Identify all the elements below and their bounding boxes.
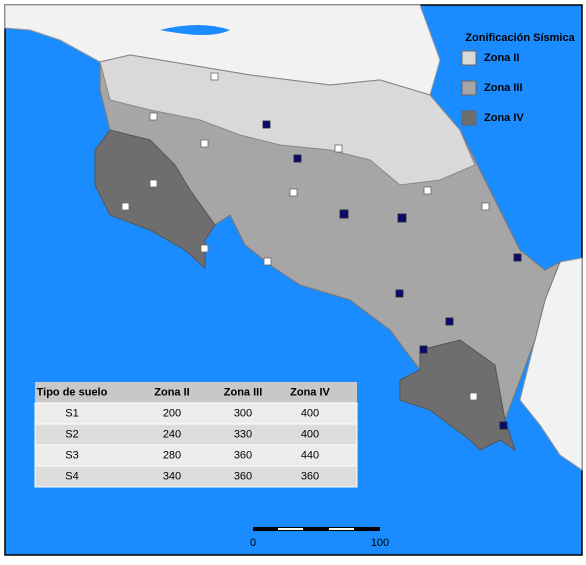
station xyxy=(419,345,428,354)
scale-segment xyxy=(278,528,303,530)
legend-title: Zonificación Sísmica xyxy=(465,32,575,44)
station xyxy=(289,188,298,197)
station xyxy=(263,257,272,266)
zona-iv-nicoya xyxy=(94,129,216,270)
scale-segment xyxy=(253,527,380,531)
table-cell: 400 xyxy=(301,407,319,419)
station xyxy=(293,154,302,163)
zona-ii-region xyxy=(99,54,476,186)
station xyxy=(200,139,209,148)
table-row-bg xyxy=(34,465,358,488)
table-header: Zona III xyxy=(224,386,263,398)
table-cell: 340 xyxy=(163,470,181,482)
station xyxy=(149,179,158,188)
table-cell: 330 xyxy=(234,428,252,440)
station xyxy=(210,72,219,81)
table-cell: S4 xyxy=(65,470,78,482)
legend-swatch xyxy=(461,110,477,126)
station xyxy=(469,392,478,401)
table-cell: S1 xyxy=(65,407,78,419)
station xyxy=(395,289,404,298)
legend: Zona II Zona III Zona IV xyxy=(461,50,524,126)
station xyxy=(513,253,522,262)
table-cell: S3 xyxy=(65,449,78,461)
scale-label: 0 xyxy=(250,537,256,549)
legend-swatch xyxy=(461,80,477,96)
station xyxy=(262,120,271,129)
table-cell: 240 xyxy=(163,428,181,440)
lake xyxy=(160,25,230,35)
legend-swatch xyxy=(461,50,477,66)
station xyxy=(149,112,158,121)
table-header: Zona IV xyxy=(290,386,330,398)
legend-label: Zona II xyxy=(484,52,519,64)
table-cell: 360 xyxy=(234,470,252,482)
scale-bar xyxy=(253,527,380,531)
table-header: Tipo de suelo xyxy=(37,386,108,398)
stations xyxy=(121,72,522,430)
table-header-bg xyxy=(35,382,357,403)
scale-segment xyxy=(329,528,354,530)
table-cell: 360 xyxy=(234,449,252,461)
station xyxy=(334,144,343,153)
station xyxy=(121,202,130,211)
station xyxy=(423,186,432,195)
station xyxy=(200,244,209,253)
table-header: Zona II xyxy=(154,386,189,398)
station xyxy=(481,202,490,211)
zona-iv-south xyxy=(399,339,516,452)
station xyxy=(339,209,349,219)
station xyxy=(397,213,407,223)
table-cell: S2 xyxy=(65,428,78,440)
scale-label: 100 xyxy=(371,537,389,549)
station xyxy=(445,317,454,326)
table-cell: 400 xyxy=(301,428,319,440)
table-cell: 440 xyxy=(301,449,319,461)
table-cell: 300 xyxy=(234,407,252,419)
table-cell: 200 xyxy=(163,407,181,419)
legend-label: Zona III xyxy=(484,82,523,94)
table: Tipo de suelo Zona II Zona III Zona IV S1 200… xyxy=(34,382,358,488)
legend-label: Zona IV xyxy=(484,112,524,124)
table-cell: 280 xyxy=(163,449,181,461)
station xyxy=(499,421,508,430)
table-cell: 360 xyxy=(301,470,319,482)
